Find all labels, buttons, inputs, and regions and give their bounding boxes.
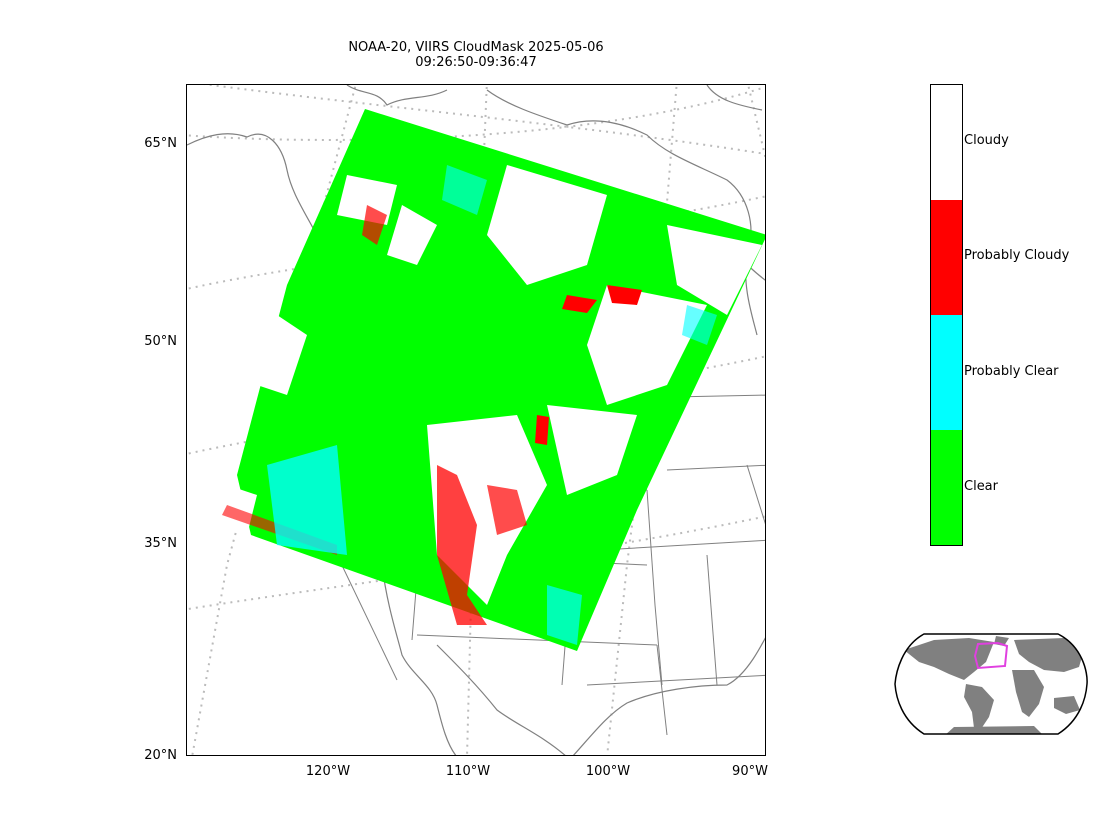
lat-label-35n: 35°N [144, 536, 177, 551]
lon-label-90w: 90°W [732, 764, 768, 779]
colorbar-swatch-clear [931, 430, 962, 545]
main-map[interactable] [186, 84, 766, 756]
map-title: NOAA-20, VIIRS CloudMask 2025-05-06 09:2… [186, 40, 766, 70]
map-canvas [187, 85, 765, 755]
colorbar-swatch-probably-clear [931, 315, 962, 430]
lon-label-100w: 100°W [585, 764, 631, 779]
legend-label-probably-clear: Probably Clear [964, 364, 1059, 379]
lon-label-110w: 110°W [445, 764, 491, 779]
cloudmask-swath [217, 109, 765, 651]
title-line-1: NOAA-20, VIIRS CloudMask 2025-05-06 [348, 40, 604, 55]
legend-label-clear: Clear [964, 479, 998, 494]
colorbar-swatch-cloudy [931, 85, 962, 200]
lat-label-20n: 20°N [144, 748, 177, 763]
swath-outline [973, 641, 1009, 670]
lon-label-120w: 120°W [305, 764, 351, 779]
legend-label-cloudy: Cloudy [964, 133, 1009, 148]
legend-label-probably-cloudy: Probably Cloudy [964, 248, 1070, 263]
colorbar-legend [930, 84, 963, 546]
inset-land [904, 636, 1084, 734]
coastline [187, 85, 765, 755]
globe-inset [894, 633, 1088, 735]
colorbar-swatch-probably-cloudy [931, 200, 962, 315]
lat-label-50n: 50°N [144, 334, 177, 349]
lat-label-65n: 65°N [144, 136, 177, 151]
title-line-2: 09:26:50-09:36:47 [415, 55, 537, 70]
